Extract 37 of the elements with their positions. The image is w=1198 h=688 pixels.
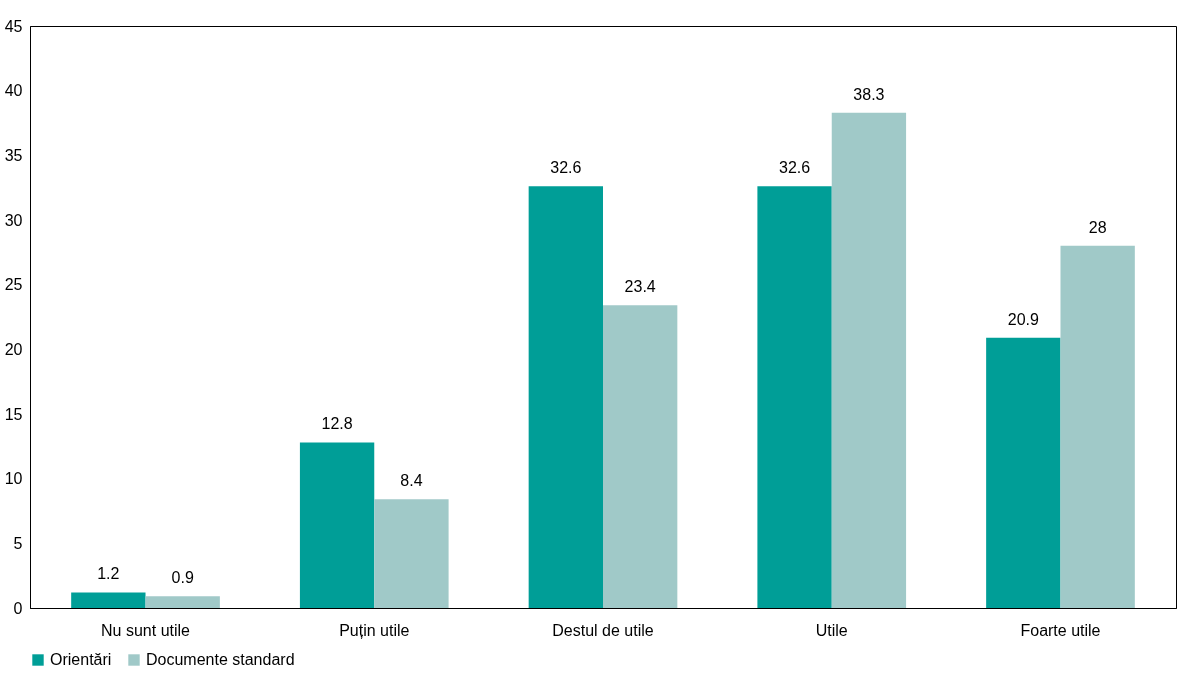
y-tick-label: 30 — [4, 211, 23, 229]
y-tick-label: 20 — [4, 340, 23, 358]
bar — [757, 186, 832, 608]
y-tick-label: 0 — [13, 599, 23, 617]
x-tick-label: Nu sunt utile — [101, 621, 191, 639]
y-tick-label: 35 — [4, 146, 23, 164]
bar — [71, 592, 146, 608]
bar — [145, 596, 220, 608]
y-tick-label: 40 — [4, 82, 23, 100]
data-label: 0.9 — [171, 569, 194, 587]
y-tick-label: 15 — [4, 405, 23, 423]
bar — [299, 442, 375, 608]
data-label: 8.4 — [400, 472, 423, 490]
data-label: 23.4 — [624, 278, 656, 296]
bar — [831, 112, 907, 608]
data-label: 32.6 — [779, 159, 811, 177]
bar — [603, 305, 678, 608]
x-tick-label: Destul de utile — [552, 621, 654, 639]
data-label: 1.2 — [97, 565, 120, 583]
y-tick-label: 25 — [4, 276, 23, 294]
x-tick-label: Puțin utile — [339, 621, 410, 639]
data-label: 32.6 — [550, 159, 582, 177]
x-tick-label: Utile — [815, 621, 848, 639]
y-tick-label: 5 — [13, 534, 23, 552]
bar — [528, 186, 603, 608]
legend-label: Documente standard — [146, 651, 295, 668]
bar — [986, 337, 1061, 608]
y-tick-label: 45 — [4, 17, 23, 35]
legend-label: Orientări — [50, 651, 112, 668]
data-label: 28 — [1088, 218, 1107, 236]
y-tick-label: 10 — [4, 470, 23, 488]
data-label: 20.9 — [1007, 310, 1039, 328]
x-tick-label: Foarte utile — [1020, 621, 1101, 639]
bar — [374, 499, 449, 608]
bar — [1060, 245, 1135, 608]
data-label: 38.3 — [853, 85, 885, 103]
data-label: 12.8 — [321, 415, 353, 433]
